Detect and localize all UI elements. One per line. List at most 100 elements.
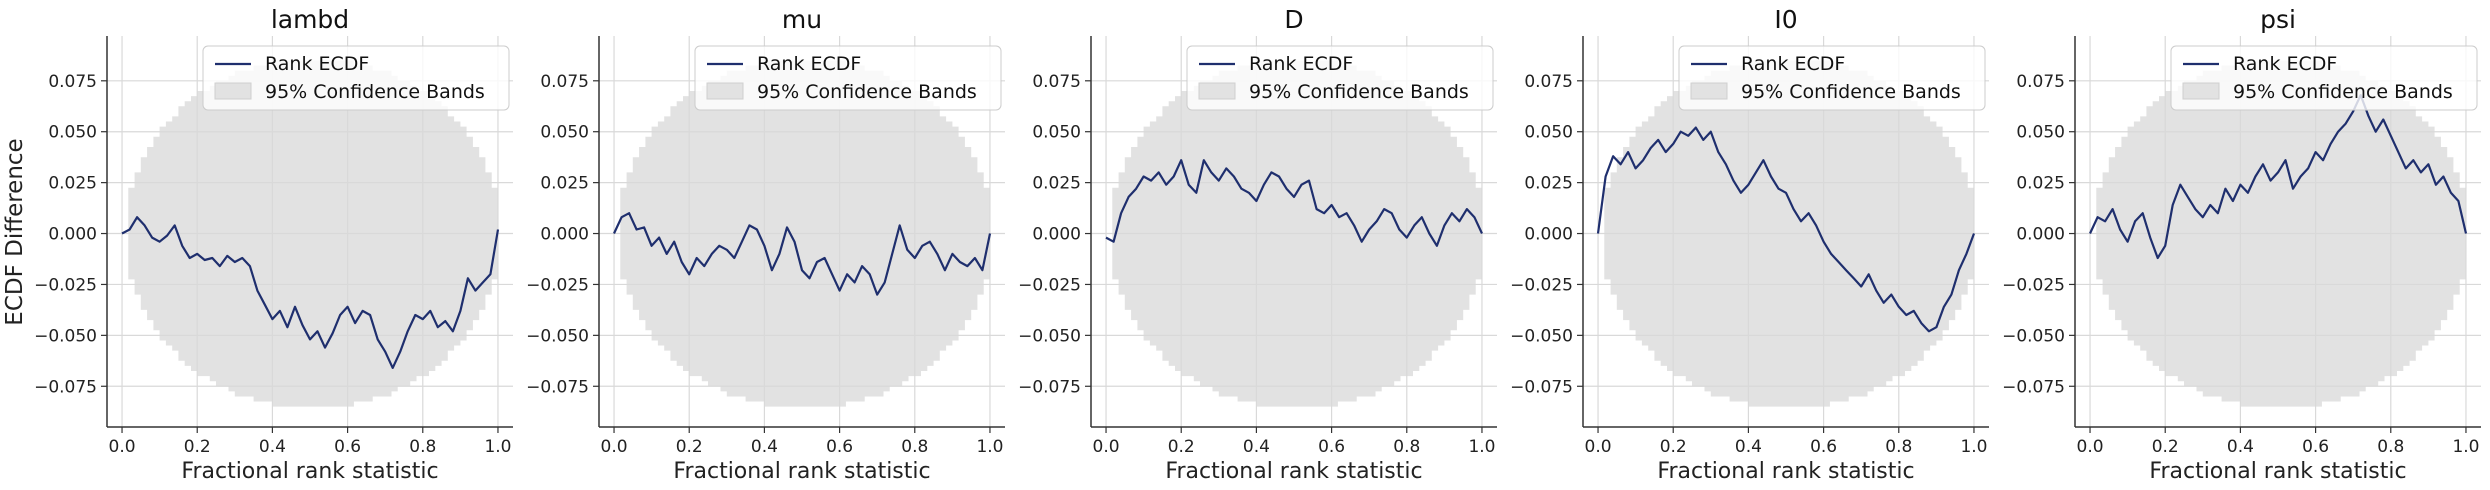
panel-title: psi — [2260, 5, 2296, 34]
x-tick-label: 0.0 — [2077, 437, 2104, 457]
legend: Rank ECDF 95% Confidence Bands — [1186, 45, 1494, 111]
y-tick-label: −0.025 — [1510, 275, 1573, 295]
legend-band-swatch — [1198, 82, 1236, 100]
x-axis-label: Fractional rank statistic — [2149, 459, 2406, 484]
legend-line-label: Rank ECDF — [1741, 53, 1845, 75]
y-tick-label: 0.000 — [540, 225, 589, 245]
x-tick-label: 0.4 — [259, 437, 286, 457]
y-tick-label: 0.025 — [1032, 174, 1081, 194]
x-tick-label: 0.2 — [676, 437, 703, 457]
legend-band-swatch — [214, 82, 252, 100]
y-tick-label: −0.025 — [2002, 275, 2065, 295]
legend-line-label: Rank ECDF — [265, 53, 369, 75]
rank-ecdf-line — [1596, 126, 1976, 333]
rank-ecdf-line — [613, 212, 992, 296]
panel-mu: 0.075 0.050 0.025 0.000 −0.025 −0.050 −0.075 0.… — [526, 5, 1005, 484]
x-tick-label: 0.2 — [2152, 437, 2179, 457]
x-tick-label: 0.0 — [601, 437, 628, 457]
y-tick-label: 0.025 — [48, 174, 97, 194]
y-tick-label: 0.000 — [1032, 225, 1081, 245]
rank-ecdf-line — [121, 216, 500, 369]
legend: Rank ECDF 95% Confidence Bands — [1678, 45, 1986, 111]
panel-D: 0.075 0.050 0.025 0.000 −0.025 −0.050 −0.075 0.… — [1018, 5, 1497, 484]
y-tick-label: −0.050 — [34, 326, 97, 346]
x-tick-label: 0.8 — [2377, 437, 2404, 457]
x-axis-label: Fractional rank statistic — [181, 459, 438, 484]
y-tick-label: 0.050 — [1032, 123, 1081, 143]
y-tick-label: −0.075 — [2002, 377, 2065, 397]
legend-band-swatch — [2182, 82, 2220, 100]
y-tick-label: −0.025 — [34, 275, 97, 295]
x-tick-label: 0.8 — [901, 437, 928, 457]
legend: Rank ECDF 95% Confidence Bands — [2170, 45, 2478, 111]
legend-band-swatch — [1690, 82, 1728, 100]
x-tick-label: 0.6 — [1810, 437, 1837, 457]
rank-ecdf-line — [1105, 159, 1483, 247]
panel-title: mu — [782, 5, 822, 34]
legend-line-label: Rank ECDF — [2233, 53, 2337, 75]
panel-psi: 0.075 0.050 0.025 0.000 −0.025 −0.050 −0.075 0.… — [2002, 5, 2481, 484]
x-tick-label: 0.0 — [1093, 437, 1120, 457]
x-tick-label: 0.8 — [409, 437, 436, 457]
legend-line-label: Rank ECDF — [1249, 53, 1353, 75]
x-tick-label: 1.0 — [976, 437, 1003, 457]
x-tick-label: 0.6 — [1318, 437, 1345, 457]
x-tick-label: 0.4 — [1243, 437, 1270, 457]
legend-box — [1678, 45, 1986, 111]
x-axis-label: Fractional rank statistic — [1165, 459, 1422, 484]
legend-line-label: Rank ECDF — [757, 53, 861, 75]
y-tick-label: 0.075 — [1524, 72, 1573, 92]
y-tick-label: 0.025 — [540, 174, 589, 194]
panels: 0.075 0.050 0.025 0.000 −0.025 −0.050 −0.075 0.… — [34, 5, 2481, 484]
y-tick-label: 0.000 — [1524, 225, 1573, 245]
panel-title: lambd — [271, 5, 349, 34]
y-tick-label: 0.075 — [2016, 72, 2065, 92]
x-axis-label: Fractional rank statistic — [673, 459, 930, 484]
x-axis-label: Fractional rank statistic — [1657, 459, 1914, 484]
legend-band-label: 95% Confidence Bands — [1741, 81, 1961, 103]
legend-box — [694, 45, 1002, 111]
legend-band-label: 95% Confidence Bands — [265, 81, 485, 103]
y-tick-label: −0.075 — [1018, 377, 1081, 397]
y-tick-label: −0.025 — [1018, 275, 1081, 295]
y-tick-label: −0.050 — [1510, 326, 1573, 346]
legend-band-label: 95% Confidence Bands — [1249, 81, 1469, 103]
rank-ecdf-line — [2089, 93, 2468, 260]
y-tick-label: −0.075 — [526, 377, 589, 397]
y-tick-label: 0.050 — [1524, 123, 1573, 143]
y-tick-label: 0.000 — [48, 225, 97, 245]
y-axis-label: ECDF Difference — [2, 138, 28, 325]
x-tick-label: 0.8 — [1393, 437, 1420, 457]
x-tick-label: 0.2 — [1660, 437, 1687, 457]
x-tick-label: 0.2 — [184, 437, 211, 457]
y-tick-label: −0.050 — [2002, 326, 2065, 346]
x-tick-label: 0.4 — [2227, 437, 2254, 457]
legend-band-label: 95% Confidence Bands — [2233, 81, 2453, 103]
y-tick-label: 0.050 — [48, 123, 97, 143]
y-tick-label: −0.075 — [34, 377, 97, 397]
y-tick-label: 0.050 — [540, 123, 589, 143]
panel-title: I0 — [1774, 5, 1797, 34]
x-tick-label: 1.0 — [1468, 437, 1495, 457]
y-tick-label: 0.050 — [2016, 123, 2065, 143]
y-tick-label: −0.050 — [1018, 326, 1081, 346]
legend-band-label: 95% Confidence Bands — [757, 81, 977, 103]
y-tick-label: 0.075 — [48, 72, 97, 92]
x-tick-label: 0.0 — [109, 437, 136, 457]
panel-lambd: 0.075 0.050 0.025 0.000 −0.025 −0.050 −0.075 0.… — [34, 5, 513, 484]
y-tick-label: −0.050 — [526, 326, 589, 346]
x-tick-label: 0.8 — [1885, 437, 1912, 457]
y-tick-label: 0.025 — [1524, 174, 1573, 194]
legend-band-swatch — [706, 82, 744, 100]
x-tick-label: 0.6 — [2302, 437, 2329, 457]
legend-box — [2170, 45, 2478, 111]
x-tick-label: 0.2 — [1168, 437, 1195, 457]
legend: Rank ECDF 95% Confidence Bands — [202, 45, 510, 111]
y-tick-label: 0.075 — [1032, 72, 1081, 92]
x-tick-label: 0.4 — [1735, 437, 1762, 457]
y-tick-label: −0.075 — [1510, 377, 1573, 397]
panel-title: D — [1284, 5, 1303, 34]
y-tick-label: 0.025 — [2016, 174, 2065, 194]
x-tick-label: 1.0 — [484, 437, 511, 457]
